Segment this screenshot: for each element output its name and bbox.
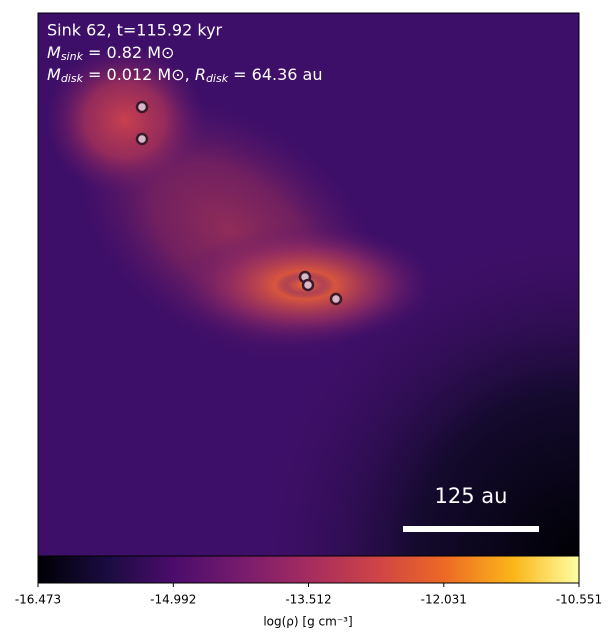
scale-bar-label: 125 au [435, 484, 508, 508]
sink [301, 278, 315, 292]
text: = 0.012 M⊙, [83, 65, 195, 84]
symbol: M [47, 43, 61, 62]
annotation: Sink 62, t=115.92 kyr [47, 21, 223, 40]
colorbar-tick-label: -12.031 [421, 593, 467, 607]
colorbar-tick-label: -14.992 [150, 593, 196, 607]
colorbar-tick-label: -13.512 [285, 593, 331, 607]
annotation: Msink = 0.82 M⊙ [47, 43, 174, 64]
sinks [135, 100, 343, 306]
sub: disk [206, 72, 229, 85]
sub: disk [61, 72, 84, 85]
colorbar-tick-label: -16.473 [15, 593, 61, 607]
colorbar-tick-label: -10.551 [556, 593, 602, 607]
text: = 64.36 au [228, 65, 322, 84]
sub: sink [61, 50, 84, 63]
colorbar-label: log(ρ) [g cm⁻³] [263, 615, 352, 629]
sink [135, 132, 149, 146]
symbol: M [47, 65, 61, 84]
annotation: Mdisk = 0.012 M⊙, Rdisk = 64.36 au [47, 65, 323, 86]
sink [135, 100, 149, 114]
text: = 0.82 M⊙ [83, 43, 175, 62]
scale-bar [403, 526, 539, 532]
symbol: R [195, 65, 206, 84]
colorbar [37, 555, 580, 584]
sink [329, 292, 343, 306]
